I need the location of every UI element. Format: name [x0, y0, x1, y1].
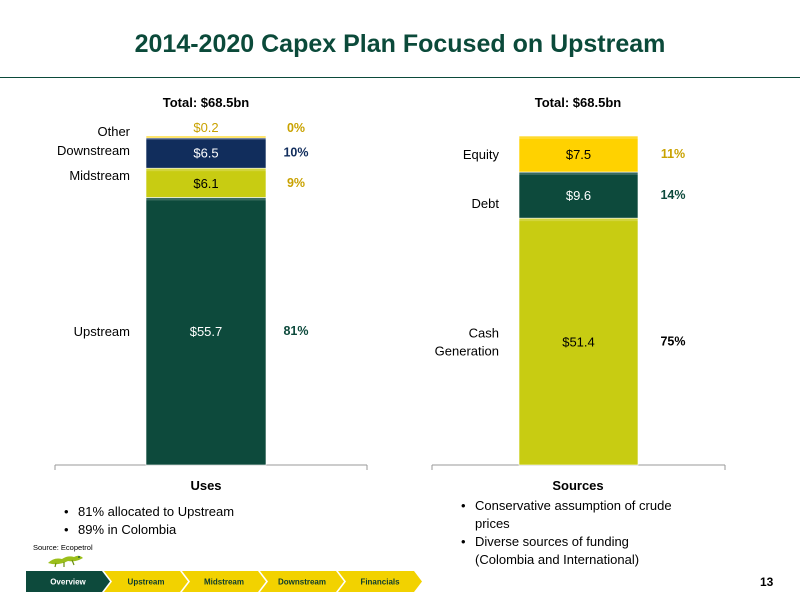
category-label: Midstream: [69, 168, 130, 183]
nav-label: Midstream: [204, 578, 244, 587]
category-label: Cash: [469, 326, 499, 341]
nav-label: Upstream: [128, 578, 165, 587]
x-axis-label: Uses: [190, 478, 221, 493]
chart-title: Total: $68.5bn: [163, 95, 250, 110]
data-label: $0.2: [193, 120, 218, 135]
data-label: $6.5: [193, 146, 218, 161]
sources-bullets: • Conservative assumption of crude prices…: [461, 497, 691, 569]
nav-chevron: [104, 571, 188, 592]
bullet-text: Conservative assumption of crude prices: [475, 498, 672, 531]
bullet-text: 81% allocated to Upstream: [78, 504, 235, 519]
category-label: Upstream: [74, 324, 130, 339]
nav-chevron: [260, 571, 344, 592]
nav-chevron: [182, 571, 266, 592]
percent-label: 11%: [661, 147, 685, 161]
percent-label: 14%: [660, 188, 685, 202]
bar-segment-highlight: [146, 168, 266, 172]
percent-label: 75%: [660, 335, 685, 349]
bar-segment: [145, 135, 267, 139]
bar-segment-highlight: [519, 172, 638, 176]
nav-item-midstream[interactable]: Midstream: [182, 571, 266, 592]
data-label: $51.4: [562, 335, 595, 350]
nav-label: Overview: [50, 578, 86, 587]
category-label: Generation: [435, 344, 499, 359]
category-label: Downstream: [57, 143, 130, 158]
nav-item-upstream[interactable]: Upstream: [104, 571, 188, 592]
percent-label: 0%: [287, 121, 305, 135]
bullet-item: • Diverse sources of funding (Colombia an…: [461, 533, 691, 569]
percent-label: 81%: [283, 324, 308, 338]
bar-segment: [145, 167, 267, 198]
bar-segment-highlight: [519, 218, 638, 222]
nav-item-overview[interactable]: Overview: [26, 571, 110, 592]
bar-segment: [518, 135, 639, 173]
bullet-item: • 81% allocated to Upstream: [64, 504, 235, 519]
data-label: $9.6: [566, 188, 591, 203]
source-note: Source: Ecopetrol: [33, 543, 93, 552]
bullet-text: 89% in Colombia: [78, 522, 177, 537]
nav-chevron: [338, 571, 422, 592]
bullet-item: • Conservative assumption of crude prices: [461, 497, 691, 533]
nav-label: Downstream: [278, 578, 326, 587]
category-label: Equity: [463, 147, 500, 162]
iguana-logo-icon: [48, 555, 83, 568]
chart-title: Total: $68.5bn: [535, 95, 622, 110]
data-label: $55.7: [190, 324, 223, 339]
bar-segment-highlight: [146, 197, 266, 201]
category-label: Other: [97, 124, 130, 139]
data-label: $7.5: [566, 147, 591, 162]
bar-segment-highlight: [146, 136, 266, 138]
bullet-item: • 89% in Colombia: [64, 522, 177, 537]
page-number: 13: [760, 575, 774, 589]
slide-title: 2014-2020 Capex Plan Focused on Upstream: [134, 30, 666, 58]
data-label: $6.1: [193, 176, 218, 191]
section-nav: Overview Upstream Midstream Downstream Finan…: [26, 571, 422, 592]
nav-item-downstream[interactable]: Downstream: [260, 571, 344, 592]
percent-label: 9%: [287, 176, 305, 190]
percent-label: 10%: [283, 146, 308, 160]
title-divider: [0, 77, 800, 78]
nav-label: Financials: [360, 578, 400, 587]
bar-segment-highlight: [146, 136, 266, 140]
bar-segment: [145, 136, 267, 169]
x-axis-label: Sources: [552, 478, 603, 493]
bar-segment: [518, 217, 639, 466]
category-label: Debt: [472, 196, 500, 211]
bar-segment-highlight: [519, 136, 638, 139]
uses-bullets: • 81% allocated to Upstream • 89% in Colom…: [64, 503, 294, 539]
nav-chevron: [26, 571, 110, 592]
bullet-text: Diverse sources of funding (Colombia and…: [475, 534, 640, 567]
nav-item-financials[interactable]: Financials: [338, 571, 422, 592]
bar-segment: [145, 197, 267, 466]
bar-segment: [518, 171, 639, 219]
